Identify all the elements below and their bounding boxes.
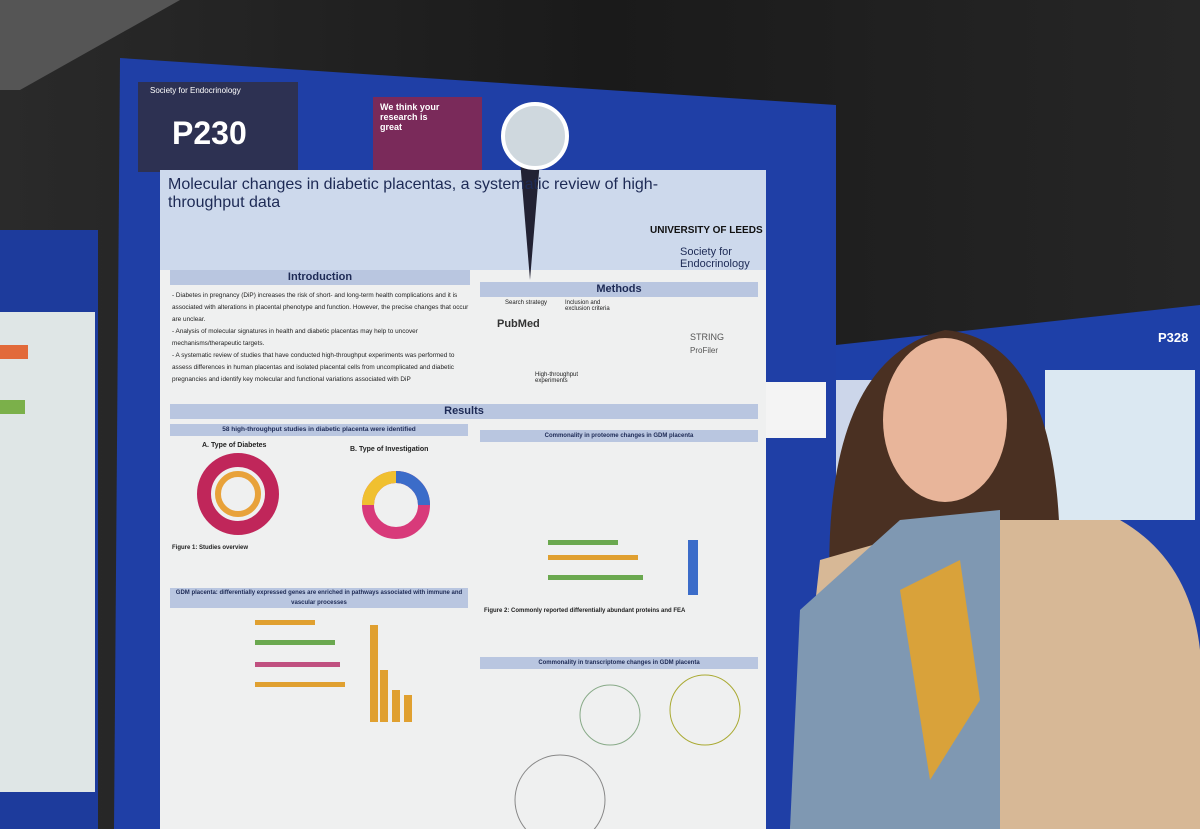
- logo: Society for Endocrinology: [680, 246, 750, 270]
- qr-code: [764, 382, 826, 438]
- figure-caption: Figure 1: Studies overview: [172, 545, 249, 551]
- sticker: [373, 97, 482, 173]
- ceiling: [0, 0, 180, 90]
- results-subheading: Commonality in transcriptome changes in …: [480, 657, 758, 669]
- method-step: Inclusion and exclusion criteria: [565, 300, 610, 312]
- left-poster: [0, 312, 95, 792]
- logo: UNIVERSITY OF LEEDS: [650, 225, 763, 236]
- left-poster-band: [0, 400, 25, 414]
- results-subheading: GDM placenta: differentially expressed g…: [170, 588, 468, 608]
- donut-b: [362, 471, 430, 539]
- section-heading: Methods: [480, 282, 758, 297]
- method-step: Search strategy: [505, 300, 548, 306]
- board-org: Society for Endocrinology: [150, 86, 241, 95]
- right-poster: [1045, 370, 1195, 520]
- rosette: [501, 102, 569, 280]
- sticker-text: We think your research is great: [380, 102, 440, 132]
- method-step: PubMed: [497, 318, 540, 330]
- panel-label: A. Type of Diabetes: [202, 442, 267, 449]
- panel-label: B. Type of Investigation: [350, 446, 429, 453]
- intro-bullet: - Analysis of molecular signatures in he…: [172, 328, 418, 347]
- method-step: ProFiler: [690, 346, 719, 355]
- method-step: STRING: [690, 332, 725, 342]
- results-subheading: 58 high-throughput studies in diabetic p…: [170, 424, 468, 436]
- board-label: [138, 82, 298, 172]
- intro-bullet: - Diabetes in pregnancy (DiP) increases …: [172, 292, 469, 323]
- left-poster-band: [0, 345, 28, 359]
- donut-a: [197, 453, 279, 535]
- neighbor-number: P328: [1158, 330, 1189, 345]
- results-subheading: Commonality in proteome changes in GDM p…: [480, 430, 758, 442]
- intro-text: - Diabetes in pregnancy (DiP) increases …: [172, 290, 470, 386]
- section-heading: Introduction: [170, 270, 470, 285]
- section-heading: Results: [170, 404, 758, 419]
- person: [790, 330, 1200, 829]
- poster-header: [160, 170, 766, 270]
- board-number: P230: [172, 115, 247, 151]
- bar-figures: [255, 540, 698, 722]
- intro-bullet: - A systematic review of studies that ha…: [172, 352, 455, 383]
- method-step: High-throughput experiments: [535, 372, 579, 384]
- figure-caption: Figure 2: Commonly reported differential…: [484, 608, 686, 614]
- poster-title: Molecular changes in diabetic placentas,…: [168, 176, 659, 211]
- network-figures: [514, 674, 741, 829]
